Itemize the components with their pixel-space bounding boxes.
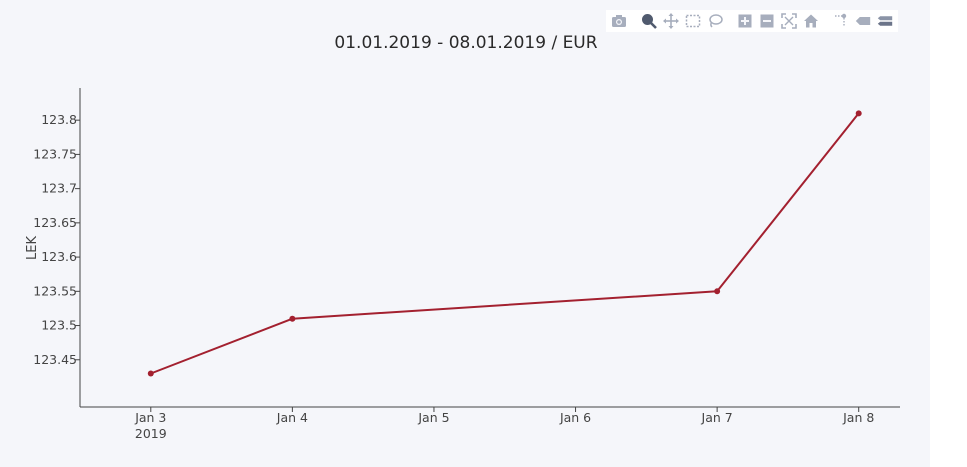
series-layer	[147, 110, 862, 377]
hover-closest-icon[interactable]	[852, 10, 874, 32]
x-tick-label: Jan 7	[701, 410, 733, 425]
data-point[interactable]	[147, 370, 154, 377]
reset-axes-icon[interactable]	[800, 10, 822, 32]
y-tick-label: 123.45	[33, 352, 77, 367]
y-tick-label: 123.6	[41, 249, 77, 264]
line-chart: 01.01.2019 - 08.01.2019 / EUR LEK 123.45…	[25, 33, 900, 441]
zoom-out-icon[interactable]	[756, 10, 778, 32]
chart-title: 01.01.2019 - 08.01.2019 / EUR	[334, 33, 597, 53]
series-line	[150, 112, 860, 375]
y-tick-label: 123.8	[41, 112, 77, 127]
x-tick-label: Jan 3	[134, 410, 166, 425]
x-tick-label: Jan 8	[842, 410, 874, 425]
x-tick-label: Jan 4	[276, 410, 308, 425]
y-axis-label: LEK	[25, 236, 40, 260]
x-tick-sublabel: 2019	[135, 426, 167, 441]
chart-panel	[0, 0, 930, 467]
lasso-select-icon[interactable]	[704, 10, 726, 32]
y-tick-label: 123.75	[33, 146, 77, 161]
data-point[interactable]	[289, 315, 296, 322]
chart-modebar	[606, 10, 898, 32]
x-tick-label: Jan 6	[559, 410, 591, 425]
x-tick-label: Jan 5	[417, 410, 449, 425]
zoom-in-icon[interactable]	[734, 10, 756, 32]
data-point[interactable]	[714, 288, 721, 295]
zoom-icon[interactable]	[638, 10, 660, 32]
hover-compare-icon[interactable]	[874, 10, 896, 32]
autoscale-icon[interactable]	[778, 10, 800, 32]
y-tick-label: 123.65	[33, 215, 77, 230]
y-axis: 123.45 123.5 123.55 123.6 123.65 123.7 123.75 1…	[33, 88, 81, 407]
spike-lines-icon[interactable]	[830, 10, 852, 32]
data-point[interactable]	[855, 110, 862, 117]
y-tick-label: 123.7	[41, 181, 77, 196]
box-select-icon[interactable]	[682, 10, 704, 32]
camera-icon[interactable]	[608, 10, 630, 32]
y-tick-label: 123.5	[41, 318, 77, 333]
pan-icon[interactable]	[660, 10, 682, 32]
y-tick-label: 123.55	[33, 283, 77, 298]
